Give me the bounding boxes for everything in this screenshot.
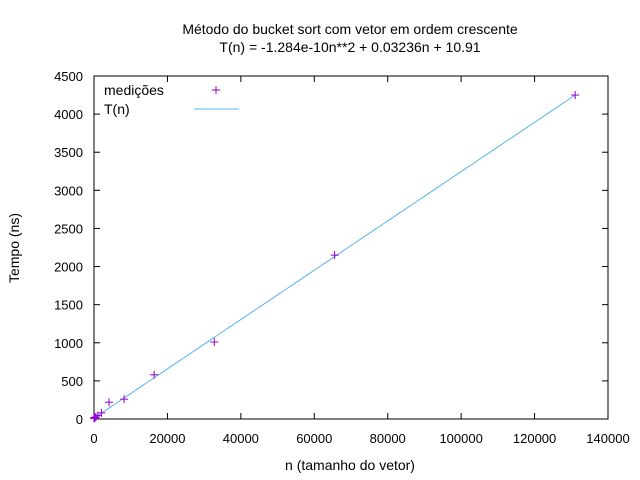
- x-tick-label: 140000: [586, 431, 629, 446]
- y-axis-label: Tempo (ns): [6, 213, 22, 283]
- y-tick-label: 3000: [54, 183, 83, 198]
- legend: medições T(n): [104, 82, 239, 117]
- legend-label-medicoes: medições: [104, 82, 164, 98]
- y-tick-label: 0: [76, 412, 83, 427]
- y-tick-label: 2500: [54, 221, 83, 236]
- y-axis: 0 500 1000 1500 2000 2500 3000 3500 4000 4500: [54, 69, 608, 427]
- x-axis-label: n (tamanho do vetor): [285, 457, 415, 473]
- points-layer: [90, 91, 580, 423]
- data-point: [330, 251, 339, 260]
- legend-marker-medicoes: [212, 86, 220, 94]
- x-tick-label: 120000: [513, 431, 556, 446]
- y-tick-label: 2000: [54, 260, 83, 275]
- data-point: [91, 413, 100, 422]
- x-tick-label: 100000: [439, 431, 482, 446]
- y-tick-label: 4000: [54, 107, 83, 122]
- data-point: [105, 398, 114, 407]
- y-tick-label: 1000: [54, 336, 83, 351]
- x-axis: 0 20000 40000 60000 80000 100000 120000 140000: [90, 76, 630, 446]
- data-point: [120, 395, 129, 404]
- y-tick-label: 500: [61, 374, 83, 389]
- y-tick-label: 3500: [54, 145, 83, 160]
- data-point: [97, 408, 106, 417]
- legend-label-fit: T(n): [104, 101, 130, 117]
- data-point: [210, 338, 219, 347]
- x-tick-label: 80000: [370, 431, 406, 446]
- chart-title: Método do bucket sort com vetor em ordem…: [182, 21, 518, 37]
- data-point: [571, 91, 580, 100]
- x-tick-label: 40000: [223, 431, 259, 446]
- y-tick-label: 4500: [54, 69, 83, 84]
- x-tick-label: 0: [90, 431, 97, 446]
- data-point: [150, 370, 159, 379]
- plot-frame: [93, 75, 609, 420]
- chart-subtitle: T(n) = -1.284e-10n**2 + 0.03236n + 10.91: [219, 39, 480, 55]
- x-tick-label: 60000: [296, 431, 332, 446]
- y-tick-label: 1500: [54, 298, 83, 313]
- x-tick-label: 20000: [149, 431, 185, 446]
